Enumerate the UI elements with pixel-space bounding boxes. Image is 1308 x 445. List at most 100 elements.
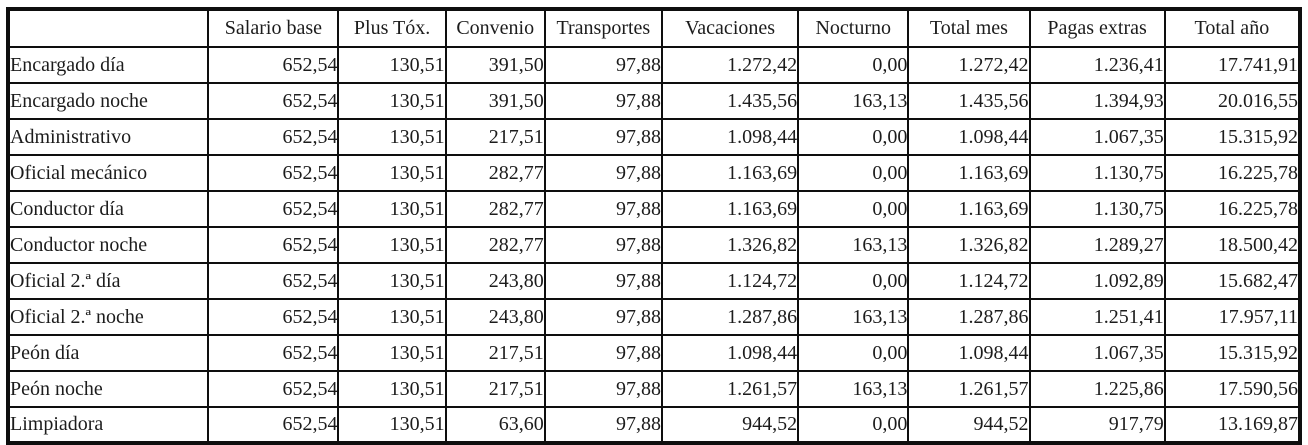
table-cell: 282,77 (444, 226, 546, 264)
table-cell: 130,51 (337, 118, 447, 156)
table-cell: 652,54 (207, 154, 340, 192)
table-cell: 130,51 (337, 154, 447, 192)
row-label: Oficial 2.ª día (6, 262, 210, 300)
table-cell: 391,50 (444, 82, 546, 120)
table-cell: 1.225,86 (1028, 370, 1166, 408)
table-cell: 130,51 (337, 82, 447, 120)
table-cell: 1.326,82 (660, 226, 800, 264)
table-cell: 1.098,44 (907, 334, 1031, 372)
table-cell: 163,13 (797, 298, 910, 336)
table-cell: 97,88 (543, 82, 663, 120)
table-row: Conductor noche 652,54 130,51 282,77 97,88 1.… (6, 226, 1302, 264)
table-cell: 97,88 (543, 370, 663, 408)
table-cell: 0,00 (797, 406, 910, 444)
row-label: Conductor día (6, 190, 210, 228)
table-row: Administrativo 652,54 130,51 217,51 97,88 1.0… (6, 118, 1302, 156)
table-cell: 97,88 (543, 46, 663, 84)
table-cell: 130,51 (337, 190, 447, 228)
table-row: Conductor día 652,54 130,51 282,77 97,88 1.16… (6, 190, 1302, 228)
table-cell: 652,54 (207, 262, 340, 300)
table-cell: 1.272,42 (660, 46, 800, 84)
row-label: Encargado día (6, 46, 210, 84)
table-cell: 1.092,89 (1028, 262, 1166, 300)
header-row: Salario base Plus Tóx. Convenio Transportes… (6, 8, 1302, 48)
column-header: Total año (1163, 8, 1302, 48)
table-cell: 1.163,69 (660, 154, 800, 192)
column-header: Total mes (907, 8, 1031, 48)
table-cell: 20.016,55 (1163, 82, 1302, 120)
row-label: Oficial 2.ª noche (6, 298, 210, 336)
table-cell: 1.289,27 (1028, 226, 1166, 264)
table-cell: 217,51 (444, 118, 546, 156)
table-cell: 1.130,75 (1028, 190, 1166, 228)
table-cell: 15.315,92 (1163, 118, 1302, 156)
row-label: Conductor noche (6, 226, 210, 264)
table-cell: 1.287,86 (660, 298, 800, 336)
row-label: Limpiadora (6, 406, 210, 444)
table-cell: 1.067,35 (1028, 118, 1166, 156)
table-cell: 282,77 (444, 190, 546, 228)
table-cell: 130,51 (337, 334, 447, 372)
table-cell: 1.272,42 (907, 46, 1031, 84)
table-row: Encargado noche 652,54 130,51 391,50 97,88 1.… (6, 82, 1302, 120)
corner-header-cell (6, 8, 210, 48)
column-header: Nocturno (797, 8, 910, 48)
table-cell: 217,51 (444, 370, 546, 408)
table-row: Encargado día 652,54 130,51 391,50 97,88 1.27… (6, 46, 1302, 84)
table-cell: 243,80 (444, 298, 546, 336)
table-cell: 0,00 (797, 118, 910, 156)
table-cell: 16.225,78 (1163, 190, 1302, 228)
row-label: Encargado noche (6, 82, 210, 120)
table-cell: 917,79 (1028, 406, 1166, 444)
table-cell: 97,88 (543, 334, 663, 372)
table-row: Peón día 652,54 130,51 217,51 97,88 1.098,44 0… (6, 334, 1302, 372)
table-cell: 243,80 (444, 262, 546, 300)
column-header: Plus Tóx. (337, 8, 447, 48)
table-cell: 944,52 (907, 406, 1031, 444)
table-cell: 1.067,35 (1028, 334, 1166, 372)
table-cell: 0,00 (797, 46, 910, 84)
table-cell: 0,00 (797, 154, 910, 192)
table-cell: 1.098,44 (660, 118, 800, 156)
table-cell: 391,50 (444, 46, 546, 84)
table-cell: 652,54 (207, 82, 340, 120)
table-cell: 97,88 (543, 190, 663, 228)
table-row: Peón noche 652,54 130,51 217,51 97,88 1.261,5… (6, 370, 1302, 408)
table-cell: 652,54 (207, 298, 340, 336)
table-cell: 652,54 (207, 190, 340, 228)
table-cell: 652,54 (207, 118, 340, 156)
table-cell: 1.287,86 (907, 298, 1031, 336)
table-cell: 97,88 (543, 262, 663, 300)
column-header: Convenio (444, 8, 546, 48)
table-cell: 1.163,69 (907, 190, 1031, 228)
table-cell: 1.435,56 (907, 82, 1031, 120)
table-cell: 1.261,57 (660, 370, 800, 408)
table-cell: 17.741,91 (1163, 46, 1302, 84)
column-header: Vacaciones (660, 8, 800, 48)
table-cell: 97,88 (543, 298, 663, 336)
table-cell: 652,54 (207, 406, 340, 444)
table-cell: 163,13 (797, 226, 910, 264)
table-cell: 282,77 (444, 154, 546, 192)
table-body: Encargado día 652,54 130,51 391,50 97,88 1.27… (6, 46, 1302, 444)
table-cell: 652,54 (207, 226, 340, 264)
table-cell: 944,52 (660, 406, 800, 444)
table-cell: 1.236,41 (1028, 46, 1166, 84)
table-cell: 0,00 (797, 262, 910, 300)
table-cell: 1.130,75 (1028, 154, 1166, 192)
table-cell: 1.394,93 (1028, 82, 1166, 120)
table-cell: 652,54 (207, 370, 340, 408)
row-label: Administrativo (6, 118, 210, 156)
row-label: Oficial mecánico (6, 154, 210, 192)
table-cell: 130,51 (337, 46, 447, 84)
table-cell: 163,13 (797, 370, 910, 408)
table-cell: 130,51 (337, 406, 447, 444)
salary-table: Salario base Plus Tóx. Convenio Transportes… (6, 7, 1302, 445)
table-row: Oficial 2.ª día 652,54 130,51 243,80 97,88 1.… (6, 262, 1302, 300)
table-cell: 0,00 (797, 190, 910, 228)
table-cell: 13.169,87 (1163, 406, 1302, 444)
table-cell: 97,88 (543, 154, 663, 192)
table-cell: 1.261,57 (907, 370, 1031, 408)
row-label: Peón noche (6, 370, 210, 408)
